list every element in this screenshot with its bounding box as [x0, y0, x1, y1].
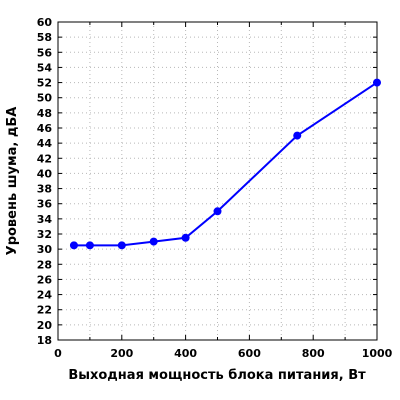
y-tick-label: 22	[37, 304, 52, 317]
y-tick-label: 46	[37, 122, 53, 135]
y-tick-label: 24	[37, 289, 53, 302]
grid	[58, 21, 377, 341]
data-point	[181, 233, 190, 242]
y-tick-label: 34	[37, 213, 53, 226]
data-point	[85, 241, 94, 250]
y-tick-label: 56	[37, 46, 53, 59]
y-tick-label: 26	[37, 273, 53, 286]
data-point	[293, 131, 302, 140]
y-tick-label: 38	[37, 183, 52, 196]
y-tick-label: 42	[37, 152, 52, 165]
x-tick-label: 800	[302, 347, 325, 360]
y-axis-title: Уровень шума, дБА	[5, 107, 20, 256]
plot-frame	[57, 21, 378, 341]
x-axis-title: Выходная мощность блока питания, Вт	[68, 368, 366, 383]
y-tick-label: 32	[37, 228, 52, 241]
series-line	[73, 81, 378, 247]
x-tick-label: 0	[54, 347, 62, 360]
y-tick-label: 36	[37, 198, 53, 211]
y-tick-label: 20	[37, 319, 53, 332]
x-tick-label: 200	[110, 347, 133, 360]
y-tick-label: 28	[37, 258, 52, 271]
y-tick-label: 50	[37, 92, 53, 105]
y-tick-label: 60	[37, 16, 53, 29]
y-tick-label: 54	[37, 61, 53, 74]
x-tick-label: 1000	[362, 347, 393, 360]
x-tick-labels: 0 200 400 600 800 1000	[54, 347, 392, 360]
data-point	[213, 207, 222, 216]
data-point	[117, 241, 126, 250]
y-tick-label: 48	[37, 107, 52, 120]
x-tick-label: 400	[174, 347, 197, 360]
axes	[57, 21, 378, 341]
y-tick-label: 58	[37, 31, 52, 44]
data-point	[373, 78, 381, 87]
y-tick-label: 40	[37, 167, 53, 180]
y-tick-label: 18	[37, 334, 52, 347]
x-tick-label: 600	[238, 347, 261, 360]
y-tick-labels: 18 20 22 24 26 28 30 32 34 36 38 40 42 44 46 48 50 52 54 56…	[37, 16, 53, 347]
y-tick-label: 52	[37, 77, 52, 90]
data-point	[149, 237, 158, 246]
data-point	[69, 241, 78, 250]
y-tick-label: 44	[37, 137, 53, 150]
y-tick-label: 30	[37, 243, 53, 256]
series	[69, 78, 381, 250]
